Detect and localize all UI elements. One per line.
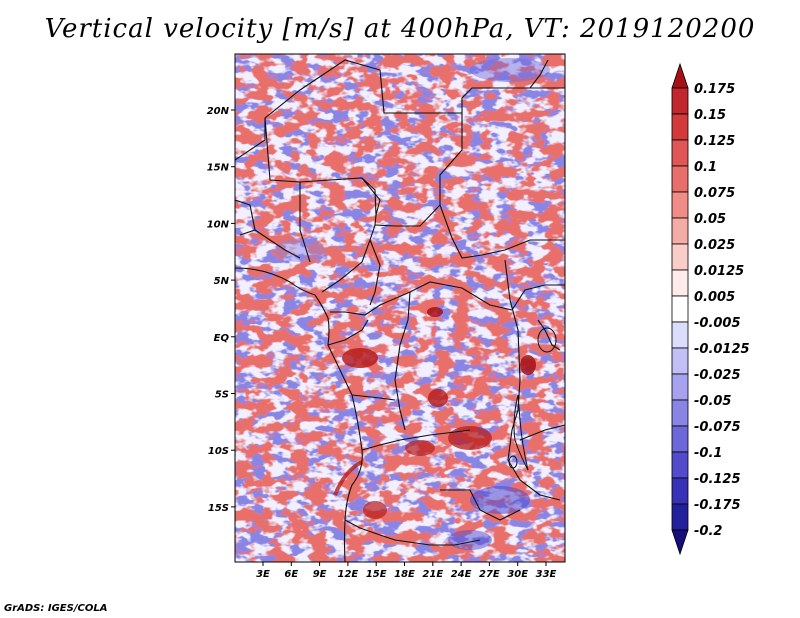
lon-tick-label: 21E [422,569,443,580]
latitude-axis: 20N 15N 10N 5N EQ 5S 10S 15S [207,106,235,514]
lat-tick-label: 5N [214,276,230,287]
colorbar-swatch [671,269,689,297]
colorbar-label: -0.005 [694,316,741,331]
lat-tick-label: 15N [207,163,230,174]
lon-tick-label: 3E [256,569,270,580]
colorbar-swatch [671,295,689,323]
colorbar-swatch [671,477,689,505]
country-borders [235,59,565,562]
map-title: Vertical velocity [m/s] at 400hPa, VT: 2… [44,14,756,44]
colorbar-swatch [671,503,689,531]
lon-tick-label: 30E [507,569,528,580]
lat-tick-label: 20N [207,106,230,117]
colorbar: 0.175 0.15 0.125 0.1 0.075 0.05 0.025 0.0125 0.0… [671,62,750,556]
colorbar-label: -0.125 [694,472,741,487]
lon-tick-label: 24E [451,569,472,580]
colorbar-label: 0.15 [694,108,726,123]
lakes [508,327,557,471]
colorbar-swatch [671,399,689,427]
colorbar-label: -0.075 [694,420,741,435]
colorbar-swatch [671,113,689,141]
colorbar-label: -0.025 [694,368,741,383]
colorbar-label: -0.0125 [694,342,750,357]
colorbar-label: 0.025 [694,238,735,253]
lat-tick-label: 15S [208,503,229,514]
colorbar-top-arrow [671,62,689,89]
lat-tick-label: 10S [208,446,229,457]
colorbar-swatch [671,217,689,245]
colorbar-swatch [671,451,689,479]
footer-credit: GrADS: IGES/COLA [4,603,108,614]
colorbar-label: 0.175 [694,82,735,97]
colorbar-swatch [671,425,689,453]
colorbar-label: 0.0125 [694,264,744,279]
plot-frame [234,53,566,563]
lon-tick-label: 18E [394,569,415,580]
colorbar-label: 0.1 [694,160,717,175]
colorbar-label: 0.075 [694,186,735,201]
colorbar-swatch [671,347,689,375]
colorbar-label: -0.175 [694,498,741,513]
lon-tick-label: 12E [338,569,359,580]
colorbar-swatch [671,139,689,167]
colorbar-bottom-arrow [671,529,689,556]
lat-tick-label: 10N [207,219,230,230]
colorbar-swatch [671,191,689,219]
lon-tick-label: 27E [479,569,500,580]
colorbar-label: -0.1 [694,446,722,461]
lon-tick-label: 33E [536,569,557,580]
lon-tick-label: 9E [313,569,327,580]
colorbar-label: -0.2 [694,524,722,539]
colorbar-swatch [671,165,689,193]
colorbar-swatch [671,87,689,115]
velocity-field [235,54,565,562]
colorbar-swatch [671,321,689,349]
lon-tick-label: 15E [366,569,387,580]
colorbar-swatch [671,243,689,271]
lon-tick-label: 6E [284,569,298,580]
colorbar-label: 0.05 [694,212,726,227]
colorbar-label: -0.05 [694,394,731,409]
colorbar-label: 0.125 [694,134,735,149]
lat-tick-label: EQ [214,333,230,344]
colorbar-swatch [671,373,689,401]
longitude-axis: 3E 6E 9E 12E 15E 18E 21E 24E 27E 30E 33E [256,562,557,580]
lat-tick-label: 5S [215,390,229,401]
colorbar-label: 0.005 [694,290,735,305]
